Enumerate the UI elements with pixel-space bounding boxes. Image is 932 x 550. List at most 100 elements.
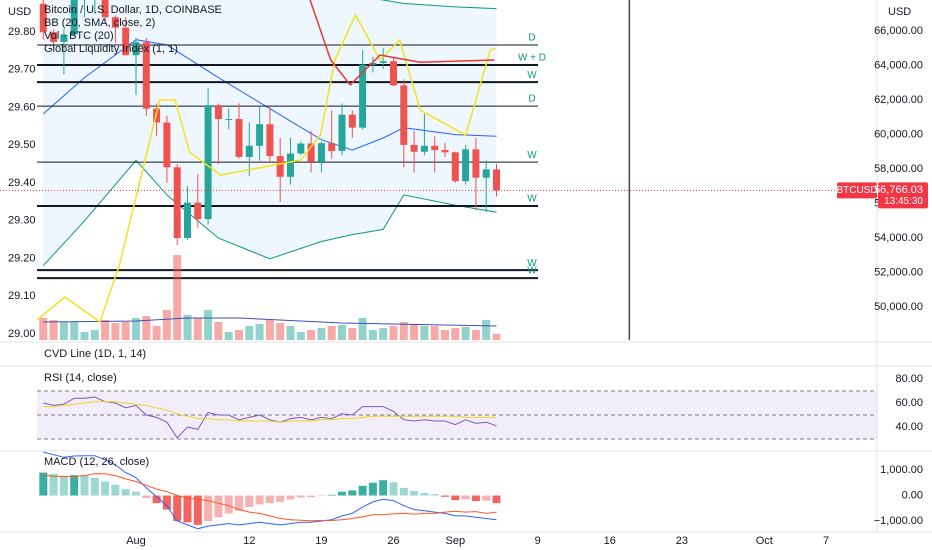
y-tick-label: 62,000.00 (874, 94, 923, 106)
macd-histogram-bar (173, 495, 182, 522)
candle-body (410, 144, 418, 152)
volume-bar (245, 326, 254, 340)
y-tick-label: −1,000.00 (874, 515, 923, 527)
symbol-label: BTCUSD (836, 185, 877, 196)
volume-bar (276, 323, 285, 340)
y-tick-label: 29.30 (8, 215, 36, 227)
volume-bar (389, 326, 398, 340)
candle-body (101, 0, 109, 18)
candle-body (390, 61, 397, 86)
macd-histogram-bar (358, 485, 367, 496)
volume-bar (142, 316, 151, 340)
y-tick-label: 66,000.00 (874, 25, 923, 37)
x-tick-label: 19 (315, 535, 327, 547)
macd-histogram-bar (39, 472, 48, 496)
volume-bar (162, 310, 171, 340)
candle-body (132, 42, 140, 56)
macd-histogram-bar (204, 495, 213, 522)
volume-bar (39, 318, 48, 340)
candle-body (297, 143, 305, 154)
candle-body (441, 150, 449, 153)
macd-histogram-bar (152, 495, 161, 504)
volume-bar (265, 320, 274, 340)
x-tick-label: 16 (604, 535, 616, 547)
x-tick-label: Sep (446, 535, 466, 547)
volume-bar (132, 318, 140, 340)
macd-histogram-bar (471, 495, 480, 502)
volume-bar (80, 332, 89, 340)
y-tick-label: 50,000.00 (874, 301, 923, 313)
candle-body (338, 114, 346, 151)
macd-line (43, 473, 497, 522)
candle-body (400, 85, 408, 145)
y-tick-label: 29.40 (8, 177, 36, 189)
macd-histogram-bar (70, 475, 79, 496)
candle-body (163, 122, 171, 168)
volume-bar (379, 328, 388, 340)
volume-bar (214, 322, 223, 340)
candle-body (142, 42, 150, 109)
level-label: D (528, 94, 535, 105)
x-tick-label: Aug (126, 535, 146, 547)
macd-histogram-bar (430, 494, 439, 496)
y-tick-label: 60.00 (895, 397, 923, 409)
macd-histogram-bar (307, 495, 316, 498)
macd-histogram-bar (461, 495, 470, 500)
pane-title: RSI (14, close) (44, 372, 117, 384)
macd-histogram-bar (193, 495, 202, 525)
volume-bar (307, 330, 316, 340)
macd-histogram-bar (265, 495, 274, 504)
macd-histogram-bar (286, 495, 295, 500)
macd-histogram-bar (111, 484, 120, 496)
candle-body (214, 105, 222, 120)
volume-bar (173, 255, 182, 340)
level-label: W (527, 258, 537, 269)
candle-body (256, 124, 264, 146)
candle-body (235, 119, 243, 157)
candle-body (204, 105, 212, 220)
volume-bar (59, 322, 68, 340)
price-label: 56,766.03 (874, 184, 923, 196)
candle-body (39, 3, 47, 33)
level-label: D (528, 33, 535, 44)
macd-histogram-bar (214, 495, 223, 518)
macd-histogram-bar (482, 495, 491, 501)
level-label: W (527, 70, 537, 81)
x-tick-label: 23 (676, 535, 688, 547)
macd-histogram-bar (492, 495, 501, 504)
candle-body (420, 145, 428, 152)
volume-bar (49, 320, 58, 340)
volume-bar (235, 330, 243, 340)
volume-bar (121, 322, 130, 340)
y-tick-label: 58,000.00 (874, 163, 923, 175)
level-label: W + D (518, 53, 546, 64)
x-tick-label: Oct (756, 535, 773, 547)
volume-bar (461, 327, 470, 340)
macd-histogram-bar (235, 495, 243, 511)
countdown-label: 13:45:30 (884, 196, 923, 207)
x-tick-label: 12 (243, 535, 255, 547)
candle-body (369, 62, 377, 65)
volume-bar (101, 320, 110, 340)
volume-bar (420, 326, 429, 340)
macd-histogram-bar (368, 482, 377, 496)
macd-histogram-bar (224, 495, 233, 514)
volume-bar (317, 328, 326, 340)
labels: USD USD Bitcoin / U.S. Dollar, 1D, COINB… (8, 4, 923, 547)
volume-bar (358, 318, 367, 340)
candle-body (266, 124, 274, 157)
y-tick-label: 29.20 (8, 252, 36, 264)
volume-ma (43, 317, 497, 327)
price-tag (878, 182, 928, 209)
candle-body (472, 149, 480, 178)
volume-bar (338, 325, 346, 340)
macd-histogram-bar (121, 489, 130, 496)
volume-bar (193, 318, 202, 340)
candle-body (122, 27, 130, 56)
volume-bar (399, 322, 408, 340)
macd-pane (39, 451, 501, 530)
macd-line (43, 451, 497, 530)
macd-histogram-bar (276, 495, 285, 502)
